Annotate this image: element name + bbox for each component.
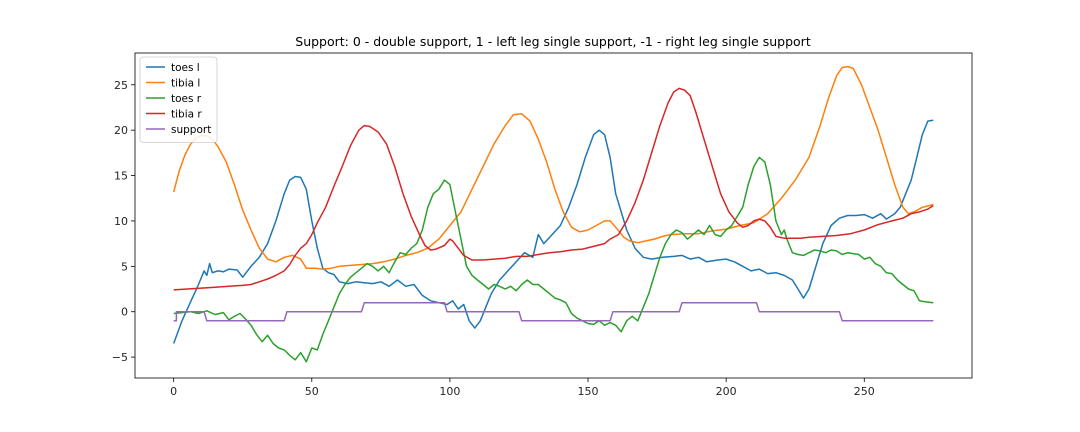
legend-label: toes r	[171, 93, 202, 105]
chart-title: Support: 0 - double support, 1 - left le…	[295, 34, 811, 49]
y-tick-label: 25	[114, 79, 128, 92]
x-tick-label: 0	[170, 385, 177, 398]
x-axis: 0 50 100 150 200 250	[170, 378, 875, 398]
x-tick-label: 100	[439, 385, 460, 398]
y-tick-label: 0	[121, 306, 128, 319]
plot-lines	[172, 65, 934, 363]
legend-label: toes l	[171, 62, 200, 74]
series-line-tibia-r	[173, 87, 934, 291]
y-tick-label: −5	[112, 351, 128, 364]
series-line-tibia-l	[172, 65, 934, 270]
x-tick-label: 50	[305, 385, 319, 398]
x-tick-label: 150	[578, 385, 599, 398]
y-tick-label: 10	[114, 215, 128, 228]
x-tick-label: 250	[854, 385, 875, 398]
x-tick-label: 200	[716, 385, 737, 398]
y-tick-label: 5	[121, 260, 128, 273]
plot-frame	[134, 52, 973, 379]
y-axis: −5 0 5 10 15 20 25	[112, 79, 135, 364]
y-tick-label: 20	[114, 124, 128, 137]
series-line-support	[173, 301, 934, 322]
legend-label: tibia l	[171, 78, 200, 90]
y-tick-label: 15	[114, 170, 128, 183]
legend: toes l tibia l toes r tibia r support	[139, 56, 218, 143]
legend-label: tibia r	[171, 109, 202, 121]
series-line-toes-l	[172, 119, 934, 344]
legend-label: support	[171, 124, 211, 136]
legend-box	[139, 56, 218, 143]
series-line-toes-r	[173, 156, 934, 363]
